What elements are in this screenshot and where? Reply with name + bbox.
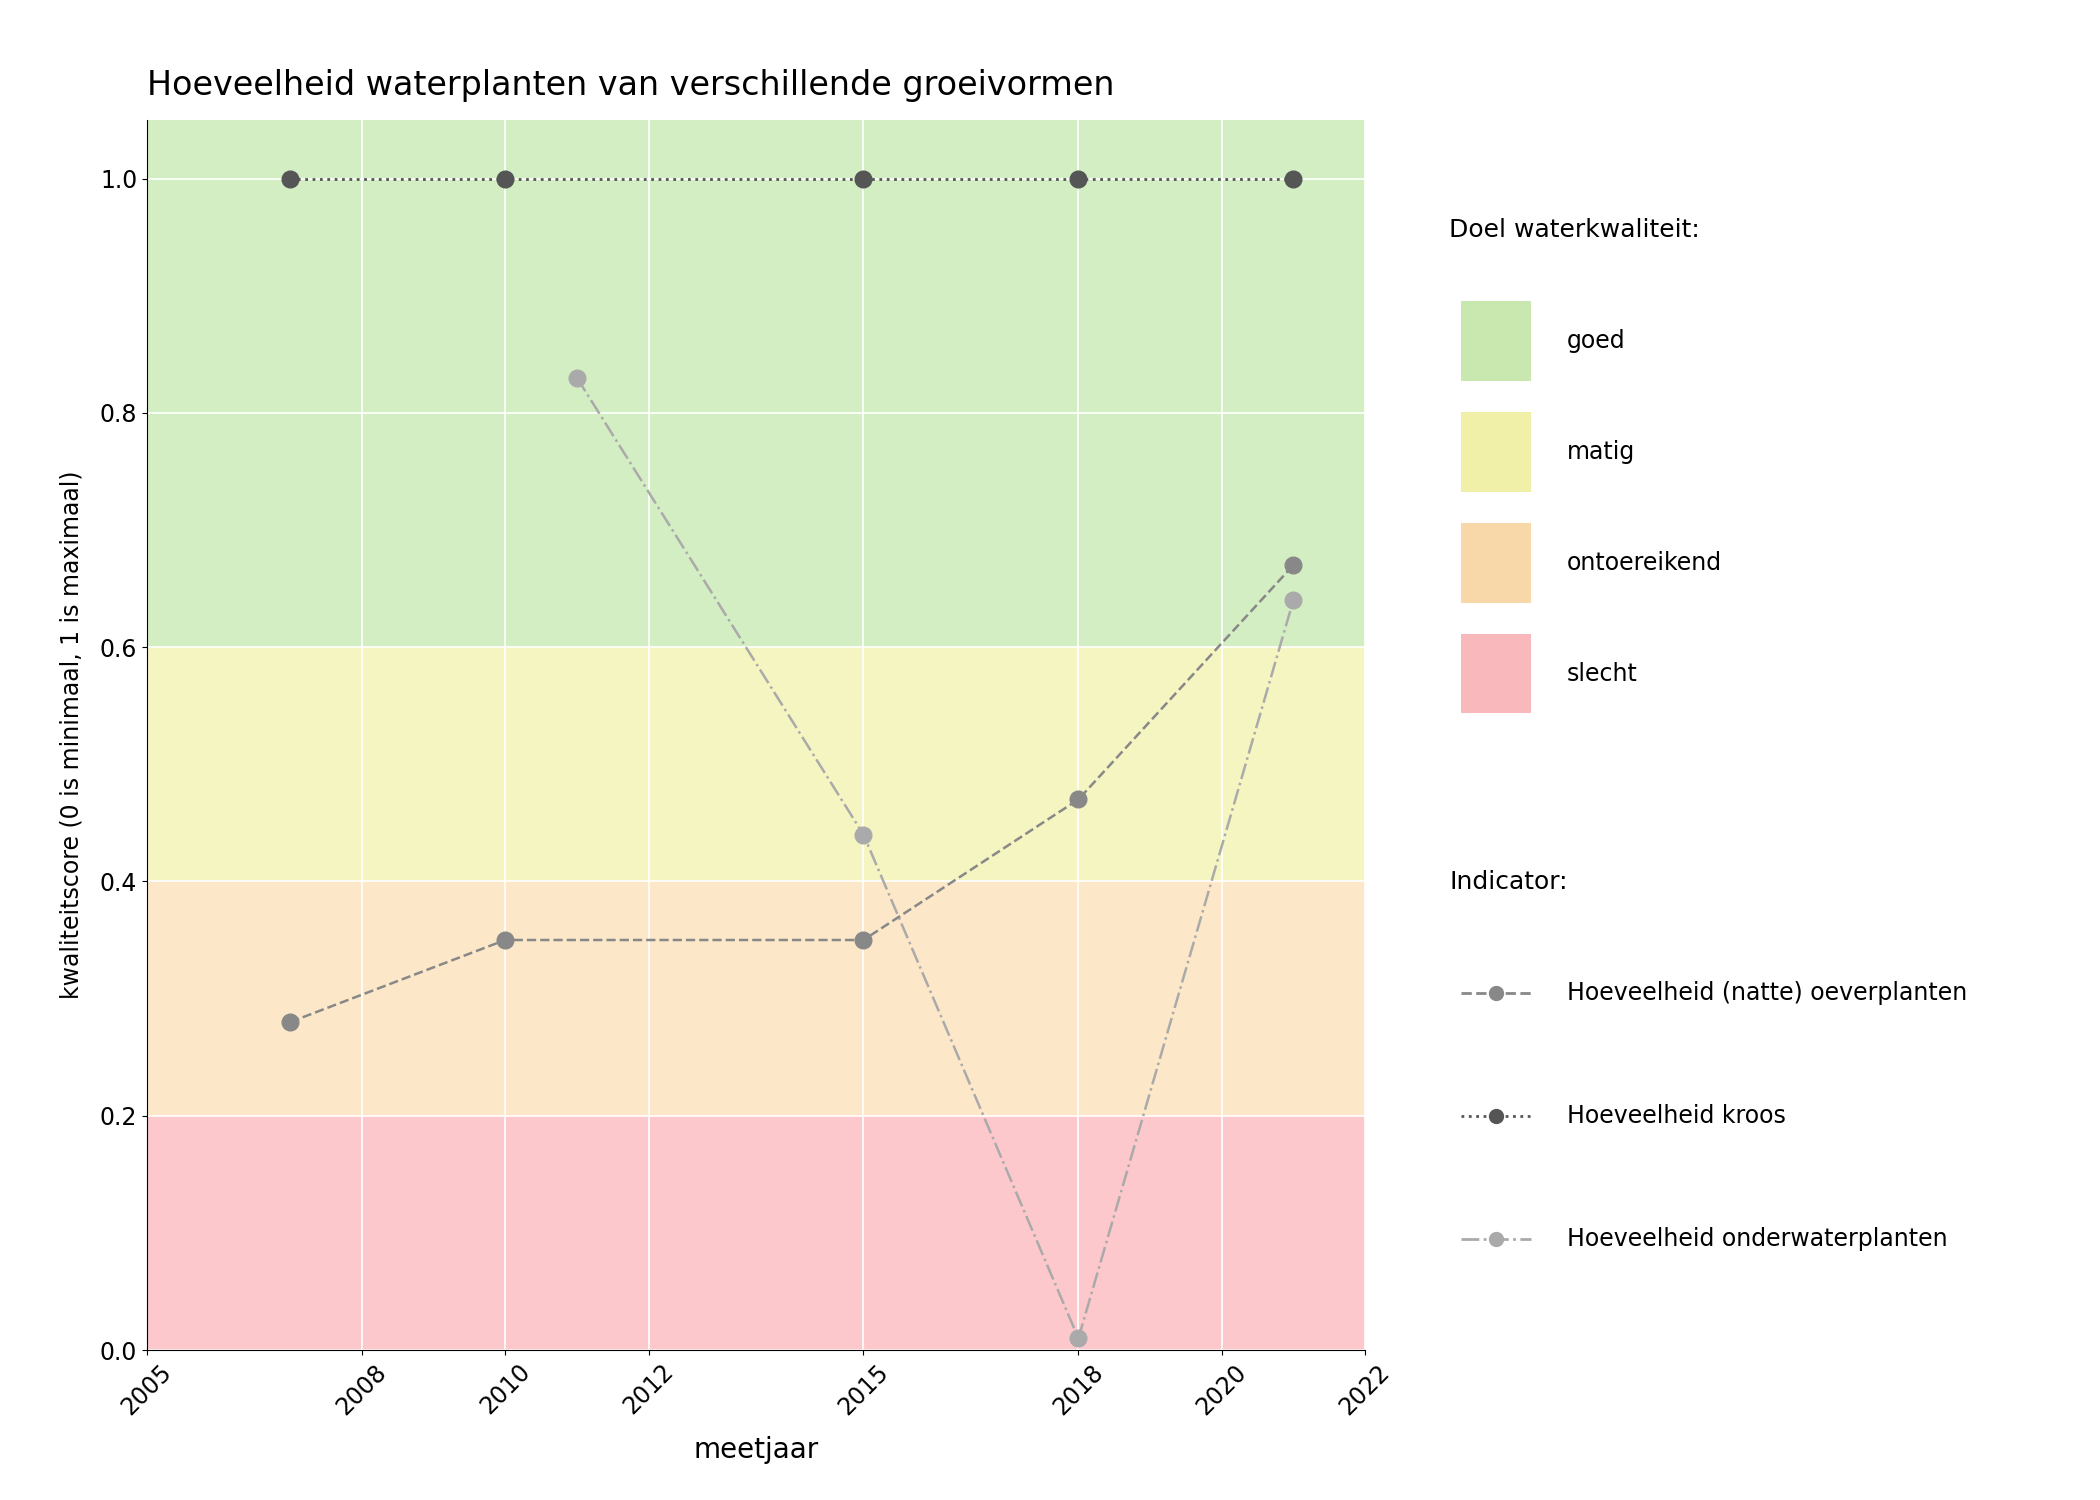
Text: Hoeveelheid (natte) oeverplanten: Hoeveelheid (natte) oeverplanten — [1567, 981, 1968, 1005]
Text: Indicator:: Indicator: — [1449, 870, 1567, 894]
Text: slecht: slecht — [1567, 662, 1638, 686]
Bar — [147, 646, 1365, 882]
FancyBboxPatch shape — [1462, 524, 1531, 603]
Text: Doel waterkwaliteit:: Doel waterkwaliteit: — [1449, 219, 1699, 243]
FancyBboxPatch shape — [1462, 302, 1531, 381]
Y-axis label: kwaliteitscore (0 is minimaal, 1 is maximaal): kwaliteitscore (0 is minimaal, 1 is maxi… — [59, 471, 84, 999]
FancyBboxPatch shape — [1462, 413, 1531, 492]
X-axis label: meetjaar: meetjaar — [693, 1436, 819, 1464]
Text: Hoeveelheid waterplanten van verschillende groeivormen: Hoeveelheid waterplanten van verschillen… — [147, 69, 1115, 102]
Text: ontoereikend: ontoereikend — [1567, 550, 1722, 574]
Text: Hoeveelheid kroos: Hoeveelheid kroos — [1567, 1104, 1785, 1128]
Bar — [147, 1116, 1365, 1350]
Text: goed: goed — [1567, 330, 1625, 354]
Bar — [147, 120, 1365, 646]
Text: matig: matig — [1567, 440, 1634, 464]
FancyBboxPatch shape — [1462, 633, 1531, 714]
Bar — [147, 882, 1365, 1116]
Text: Hoeveelheid onderwaterplanten: Hoeveelheid onderwaterplanten — [1567, 1227, 1947, 1251]
